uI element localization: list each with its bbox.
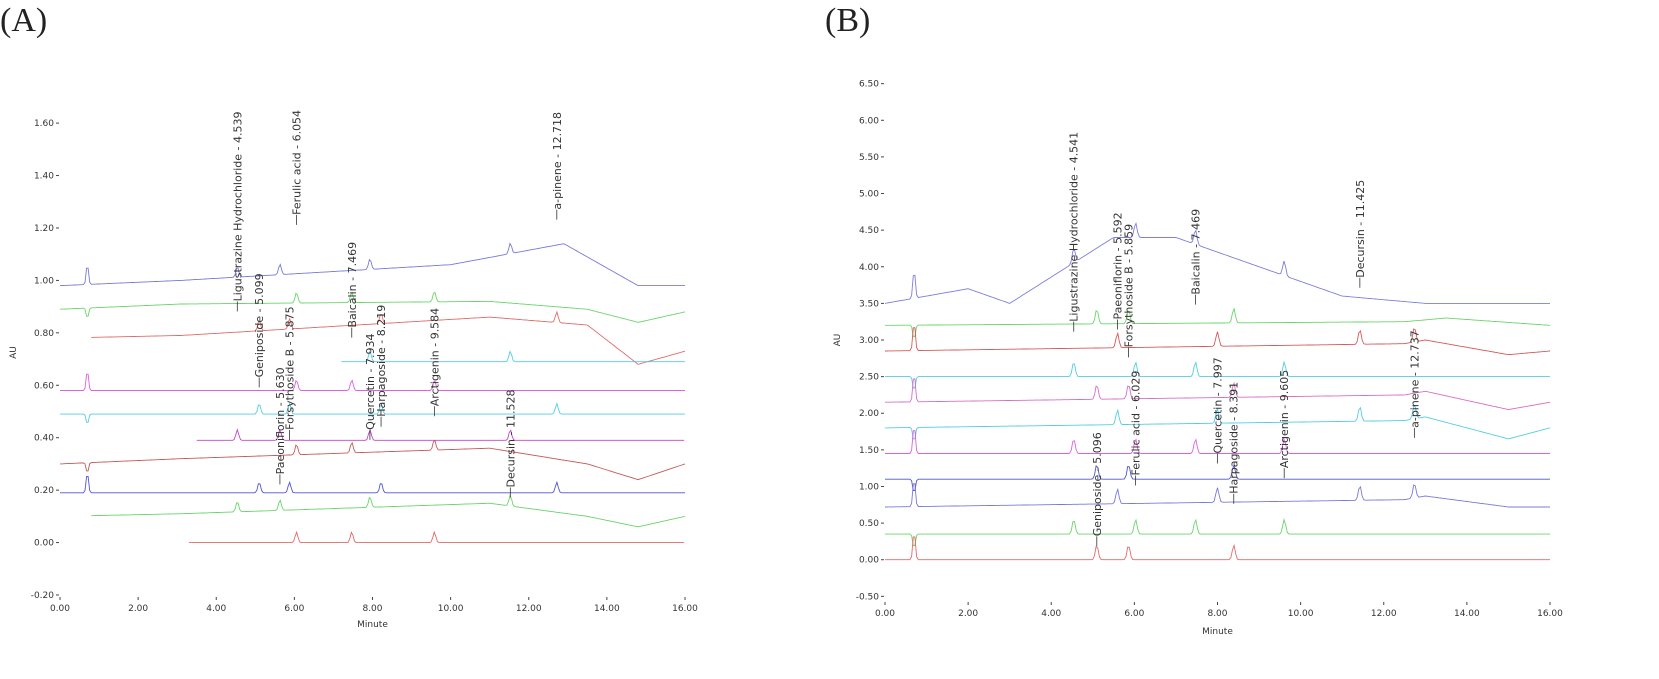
peak-label: Forsythoside B - 5.859 (1123, 224, 1136, 347)
x-tick-label: 12.00 (1371, 609, 1397, 619)
trace-line (884, 307, 1551, 338)
trace-line (60, 242, 685, 287)
x-tick-label: 6.00 (284, 604, 304, 614)
peak-label: Ferulic acid - 6.029 (1130, 371, 1143, 476)
x-axis-title: Minute (1202, 627, 1233, 637)
trace-line (885, 430, 1550, 454)
y-tick-label: -0.20 (31, 591, 55, 601)
panel-label-b: (B) (825, 2, 871, 39)
trace-line (91, 494, 686, 528)
y-tick-label: 0.80 (34, 329, 54, 339)
trace-line (188, 530, 685, 544)
trace-line (884, 378, 1551, 411)
peak-label: Forsythoside B - 5.875 (283, 306, 296, 429)
y-tick-label: 6.50 (859, 80, 879, 90)
x-axis-title: Minute (357, 620, 388, 630)
y-tick-label: 3.00 (859, 336, 879, 346)
trace-line (885, 360, 1550, 389)
peak-label: Ferulic acid - 6.054 (290, 110, 303, 215)
x-tick-label: 2.00 (958, 609, 978, 619)
x-tick-label: 8.00 (1207, 609, 1227, 619)
peak-label: Paeoniflorin - 5.630 (274, 367, 287, 474)
peak-label: Baicalin - 7.469 (346, 242, 359, 328)
y-axis-title: AU (833, 334, 843, 347)
peak-label: Paeoniflorin - 5.592 (1111, 212, 1124, 319)
panel-label-a: (A) (0, 2, 48, 39)
x-tick-label: 10.00 (1288, 609, 1314, 619)
peak-label: Geniposide - 5.099 (253, 273, 266, 377)
peak-label: a-pinene - 12.718 (551, 112, 564, 210)
peak-label: a-pinene - 12.737 (1408, 330, 1421, 428)
x-tick-label: 4.00 (206, 604, 226, 614)
y-tick-label: 3.50 (859, 299, 879, 309)
y-tick-label: 4.50 (859, 226, 879, 236)
trace-line (60, 291, 686, 323)
y-tick-label: 1.00 (859, 482, 879, 492)
y-tick-label: 4.00 (859, 263, 879, 273)
x-tick-label: 16.00 (1537, 609, 1563, 619)
y-tick-label: 0.20 (34, 486, 54, 496)
y-tick-label: 1.20 (34, 224, 54, 234)
y-tick-label: -0.50 (856, 592, 880, 602)
trace-line (60, 475, 685, 494)
y-axis-title: AU (9, 346, 19, 359)
x-tick-label: 12.00 (516, 604, 542, 614)
y-tick-label: 1.40 (34, 172, 54, 182)
trace-line (91, 310, 686, 365)
peak-label: Decursin - 11.528 (504, 390, 517, 488)
peak-label: Baicalin - 7.469 (1189, 209, 1202, 295)
trace-line (60, 402, 685, 423)
trace-line (885, 483, 1550, 508)
x-tick-label: 4.00 (1041, 609, 1061, 619)
peak-label: Ligustrazine Hydrochloride - 4.541 (1068, 132, 1081, 322)
y-tick-label: 0.00 (859, 556, 879, 566)
y-tick-label: 1.60 (34, 119, 54, 129)
x-tick-label: 10.00 (438, 604, 464, 614)
peak-label: Decursin - 11.425 (1354, 180, 1367, 278)
x-tick-label: 14.00 (1454, 609, 1480, 619)
trace-line (341, 350, 685, 363)
x-tick-label: 2.00 (128, 604, 148, 614)
trace-line (885, 405, 1551, 440)
chromatogram-b: -0.50 0.00 0.50 1.00 1.50 2.00 2.50 3.00 3.50 4.0… (833, 80, 1563, 637)
y-tick-label: 5.00 (859, 190, 879, 200)
y-tick-label: 0.00 (34, 539, 54, 549)
y-tick-label: 5.50 (859, 153, 879, 163)
y-tick-label: 0.60 (34, 381, 54, 391)
peak-label: Ligustrazine Hydrochloride - 4.539 (231, 112, 244, 302)
peak-label: Arctigenin - 9.584 (428, 308, 441, 406)
peak-label: Arctigenin - 9.605 (1278, 370, 1291, 468)
y-tick-label: 2.00 (859, 409, 879, 419)
y-tick-label: 6.00 (859, 116, 879, 126)
chromatogram-a: -0.20 0.00 0.20 0.40 0.60 0.80 1.00 1.20 1.40 1.6… (9, 110, 698, 630)
x-tick-label: 6.00 (1124, 609, 1144, 619)
trace-line (60, 439, 686, 481)
trace-line (885, 517, 1550, 546)
y-tick-label: 0.50 (859, 519, 879, 529)
trace-line (885, 463, 1550, 492)
x-tick-label: 0.00 (50, 604, 70, 614)
trace-line (196, 428, 685, 441)
peak-label: Geniposide - 5.096 (1091, 432, 1104, 536)
peak-label: Harpagoside - 8.391 (1228, 382, 1241, 494)
x-tick-label: 0.00 (875, 609, 895, 619)
y-tick-label: 1.50 (859, 446, 879, 456)
x-tick-label: 16.00 (672, 604, 698, 614)
trace-line (60, 373, 685, 391)
x-tick-label: 14.00 (594, 604, 620, 614)
y-tick-label: 1.00 (34, 276, 54, 286)
peak-label: Quercetin - 7.934 (364, 334, 377, 430)
y-tick-label: 0.40 (34, 434, 54, 444)
y-tick-label: 2.50 (859, 373, 879, 383)
trace-line (885, 327, 1551, 356)
trace-line (885, 536, 1550, 561)
x-tick-label: 8.00 (362, 604, 382, 614)
trace-line (884, 222, 1550, 304)
peak-label: Harpagoside - 8.219 (375, 305, 388, 417)
peak-label: Quercetin - 7.997 (1211, 357, 1224, 453)
